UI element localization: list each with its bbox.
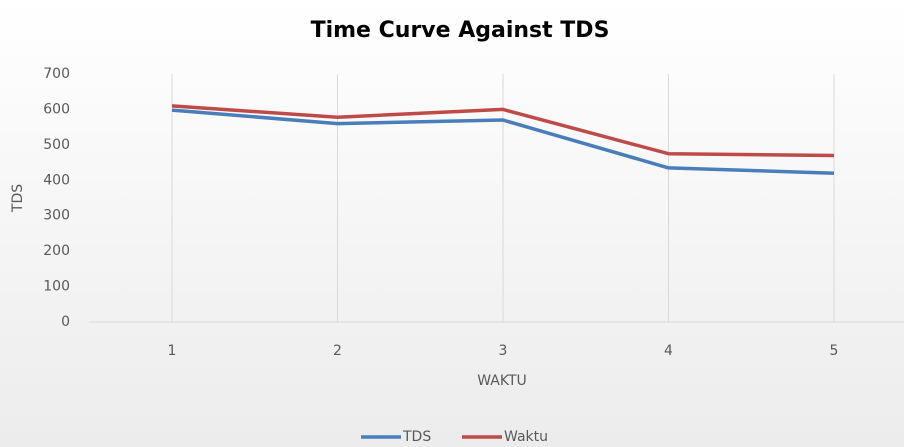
x-tick-label: 3 bbox=[499, 343, 508, 359]
chart-title: Time Curve Against TDS bbox=[311, 18, 610, 43]
legend-label: Waktu bbox=[504, 429, 548, 445]
y-axis-title: TDS bbox=[10, 184, 26, 213]
y-tick-label: 0 bbox=[61, 314, 70, 330]
y-tick-label: 100 bbox=[43, 279, 70, 295]
x-tick-label: 4 bbox=[664, 343, 673, 359]
x-tick-label: 1 bbox=[168, 343, 177, 359]
x-axis-title: WAKTU bbox=[477, 373, 527, 389]
line-series bbox=[171, 108, 835, 175]
y-tick-label: 700 bbox=[43, 66, 70, 82]
y-tick-label: 200 bbox=[43, 243, 70, 259]
line-series bbox=[171, 104, 835, 158]
y-tick-label: 300 bbox=[43, 208, 70, 224]
y-tick-label: 600 bbox=[43, 101, 70, 117]
x-tick-label: 2 bbox=[333, 343, 342, 359]
y-tick-label: 500 bbox=[43, 137, 70, 153]
y-tick-label: 400 bbox=[43, 172, 70, 188]
legend-label: TDS bbox=[402, 429, 431, 445]
x-tick-label: 5 bbox=[830, 343, 839, 359]
